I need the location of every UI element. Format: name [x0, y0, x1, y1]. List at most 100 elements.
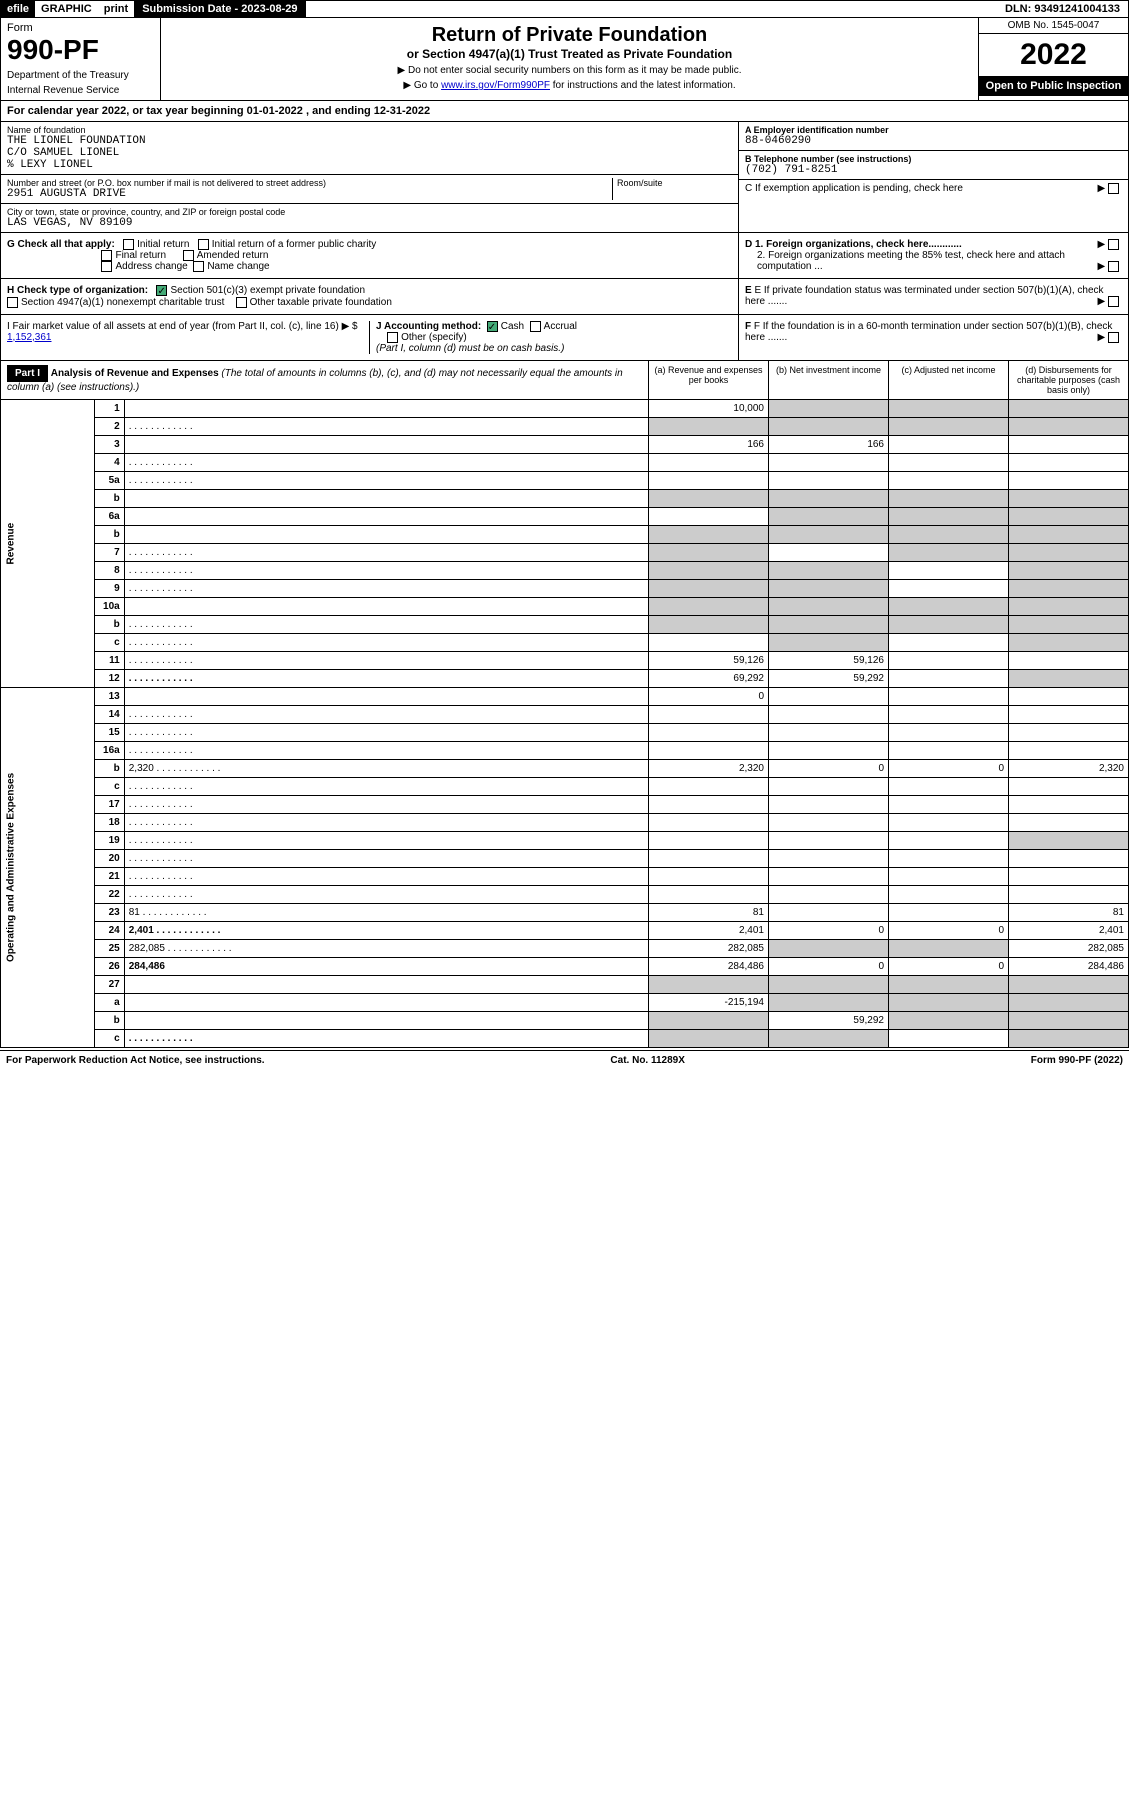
line-number: 4 — [94, 453, 124, 471]
cell-d — [1009, 705, 1129, 723]
cell-c — [889, 453, 1009, 471]
room-label: Room/suite — [617, 178, 732, 188]
cell-a — [649, 885, 769, 903]
cell-d — [1009, 993, 1129, 1011]
chk-d2[interactable] — [1108, 261, 1119, 272]
cell-b — [769, 400, 889, 418]
cell-b — [769, 579, 889, 597]
chk-name-change[interactable] — [193, 261, 204, 272]
cell-c — [889, 849, 1009, 867]
table-row: 14 — [1, 705, 1129, 723]
chk-d1[interactable] — [1108, 239, 1119, 250]
table-row: a-215,194 — [1, 993, 1129, 1011]
table-row: 23818181 — [1, 903, 1129, 921]
form-ref: Form 990-PF (2022) — [1031, 1055, 1123, 1066]
cell-d — [1009, 1011, 1129, 1029]
cell-a — [649, 795, 769, 813]
cell-c — [889, 723, 1009, 741]
cell-d — [1009, 1029, 1129, 1047]
submission-date: Submission Date - 2023-08-29 — [134, 1, 305, 17]
table-row: Operating and Administrative Expenses130 — [1, 687, 1129, 705]
i-value[interactable]: 1,152,361 — [7, 332, 52, 343]
line-number: c — [94, 633, 124, 651]
cell-c — [889, 975, 1009, 993]
table-row: b — [1, 615, 1129, 633]
chk-501c3[interactable] — [156, 285, 167, 296]
cell-b — [769, 741, 889, 759]
phone-label: B Telephone number (see instructions) — [745, 154, 1122, 164]
line-number: 7 — [94, 543, 124, 561]
cell-d — [1009, 687, 1129, 705]
chk-e[interactable] — [1108, 296, 1119, 307]
cell-a — [649, 1011, 769, 1029]
cell-a — [649, 831, 769, 849]
chk-f[interactable] — [1108, 332, 1119, 343]
cell-c — [889, 633, 1009, 651]
cell-b: 59,126 — [769, 651, 889, 669]
cell-d — [1009, 633, 1129, 651]
print-link[interactable]: print — [98, 1, 134, 17]
cell-d — [1009, 525, 1129, 543]
line-number: 22 — [94, 885, 124, 903]
cell-b: 0 — [769, 759, 889, 777]
chk-final[interactable] — [101, 250, 112, 261]
col-b-hdr: (b) Net investment income — [768, 361, 888, 399]
chk-initial[interactable] — [123, 239, 134, 250]
efile-label: efile — [1, 1, 35, 17]
line-number: 17 — [94, 795, 124, 813]
cell-a — [649, 867, 769, 885]
cell-d — [1009, 615, 1129, 633]
line-desc — [124, 633, 648, 651]
chk-accrual[interactable] — [530, 321, 541, 332]
line-number: 2 — [94, 417, 124, 435]
c-checkbox[interactable] — [1108, 183, 1119, 194]
name-label: Name of foundation — [7, 125, 732, 135]
table-row: 4 — [1, 453, 1129, 471]
col-d-hdr: (d) Disbursements for charitable purpose… — [1008, 361, 1128, 399]
cell-c — [889, 885, 1009, 903]
cell-b — [769, 831, 889, 849]
cell-d: 2,320 — [1009, 759, 1129, 777]
chk-other-taxable[interactable] — [236, 297, 247, 308]
line-desc — [124, 651, 648, 669]
irs-link[interactable]: www.irs.gov/Form990PF — [441, 80, 550, 91]
chk-4947[interactable] — [7, 297, 18, 308]
cell-b — [769, 471, 889, 489]
cell-a: 10,000 — [649, 400, 769, 418]
line-number: 16a — [94, 741, 124, 759]
cell-a: 69,292 — [649, 669, 769, 687]
table-row: 16a — [1, 741, 1129, 759]
chk-amended[interactable] — [183, 250, 194, 261]
chk-addr-change[interactable] — [101, 261, 112, 272]
line-number: 15 — [94, 723, 124, 741]
cell-b — [769, 525, 889, 543]
line-desc — [124, 993, 648, 1011]
cell-d: 284,486 — [1009, 957, 1129, 975]
table-row: c — [1, 633, 1129, 651]
note-goto: ▶ Go to www.irs.gov/Form990PF for instru… — [167, 80, 972, 91]
line-number: 23 — [94, 903, 124, 921]
cell-c — [889, 741, 1009, 759]
line-desc — [124, 579, 648, 597]
cell-b: 59,292 — [769, 1011, 889, 1029]
chk-cash[interactable] — [487, 321, 498, 332]
table-row: 27 — [1, 975, 1129, 993]
check-section-h: H Check type of organization: Section 50… — [0, 279, 1129, 314]
table-row: 5a — [1, 471, 1129, 489]
table-row: 18 — [1, 813, 1129, 831]
chk-other-method[interactable] — [387, 332, 398, 343]
cell-c — [889, 507, 1009, 525]
cell-b — [769, 939, 889, 957]
table-row: 3166166 — [1, 435, 1129, 453]
line-number: 27 — [94, 975, 124, 993]
cell-a: 2,320 — [649, 759, 769, 777]
cell-b — [769, 903, 889, 921]
line-desc — [124, 849, 648, 867]
chk-initial-former[interactable] — [198, 239, 209, 250]
cell-c — [889, 597, 1009, 615]
cell-a: 166 — [649, 435, 769, 453]
foundation-city: LAS VEGAS, NV 89109 — [7, 217, 732, 229]
cell-b — [769, 885, 889, 903]
line-number: b — [94, 1011, 124, 1029]
cell-a — [649, 543, 769, 561]
